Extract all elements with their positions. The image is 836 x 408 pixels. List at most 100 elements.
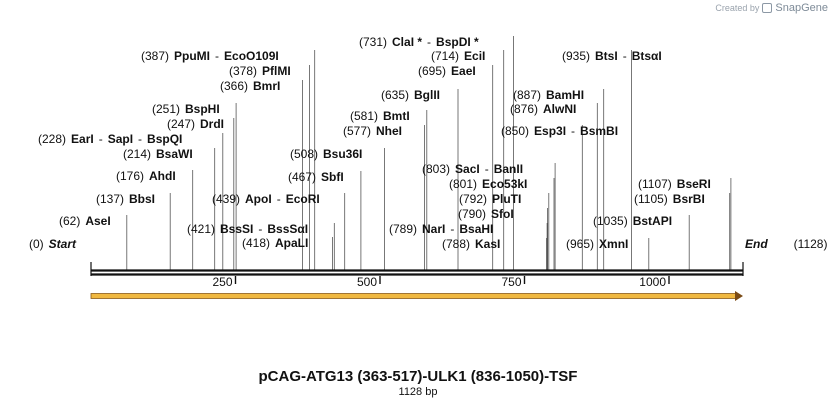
enzyme-name: NarI: [422, 222, 445, 236]
site-label-bmri[interactable]: (366) BmrI: [220, 79, 280, 93]
enzyme-name: BstAPI: [633, 214, 672, 228]
site-position: (577): [343, 124, 371, 138]
site-label-eco53ki[interactable]: (801) Eco53kI: [449, 177, 527, 191]
site-label-bsssi[interactable]: (421) BssSI - BssSαI: [187, 222, 308, 236]
enzyme-name: DrdI: [200, 117, 224, 131]
site-label-eari[interactable]: (228) EarI - SapI - BspQI: [38, 132, 182, 146]
site-label-bsphi[interactable]: (251) BspHI: [152, 102, 220, 116]
site-label-btsi[interactable]: (935) BtsI - BtsαI: [562, 49, 662, 63]
site-label-drdi[interactable]: (247) DrdI: [167, 117, 224, 131]
name-separator: -: [99, 132, 103, 146]
site-position: (176): [116, 169, 144, 183]
enzyme-name: BtsI: [595, 49, 618, 63]
site-label-bsu36i[interactable]: (508) Bsu36I: [290, 147, 362, 161]
site-position: (387): [141, 49, 169, 63]
site-label-bsawi[interactable]: (214) BsaWI: [123, 147, 193, 161]
site-label-bmti[interactable]: (581) BmtI: [350, 109, 410, 123]
site-position: (1105): [634, 192, 668, 206]
site-position: (1107): [638, 177, 672, 191]
enzyme-name: BspHI: [185, 102, 220, 116]
feature-arrow[interactable]: [90, 291, 743, 301]
site-label-bseri[interactable]: (1107) BseRI: [638, 177, 711, 191]
watermark-text: Created by: [715, 3, 760, 13]
site-label-apali[interactable]: (418) ApaLI: [242, 236, 308, 250]
site-label-ecii[interactable]: (714) EciI: [431, 49, 485, 63]
site-position: (62): [59, 214, 80, 228]
site-label-pflmi[interactable]: (378) PflMI: [229, 64, 291, 78]
site-position: (635): [381, 88, 409, 102]
site-label-kasi[interactable]: (788) KasI: [442, 237, 500, 251]
ruler-tick-label: 1000: [639, 275, 666, 289]
site-label-alwni[interactable]: (876) AlwNI: [510, 102, 576, 116]
enzyme-name: SacI: [455, 162, 480, 176]
site-label-sbfi[interactable]: (467) SbfI: [288, 170, 344, 184]
enzyme-name: BanII: [494, 162, 523, 176]
enzyme-name: SapI: [108, 132, 133, 146]
site-position: (801): [449, 177, 477, 191]
name-separator: -: [427, 35, 431, 49]
site-label-start[interactable]: (0) Start: [29, 237, 77, 251]
site-label-asei[interactable]: (62) AseI: [59, 214, 111, 228]
enzyme-name: BbsI: [129, 192, 155, 206]
enzyme-name: EcoO109I: [224, 49, 279, 63]
site-label-apoi[interactable]: (439) ApoI - EcoRI: [212, 192, 320, 206]
site-label-pluti[interactable]: (792) PluTI: [459, 192, 521, 206]
enzyme-name: EcoRI: [286, 192, 320, 206]
site-position: (581): [350, 109, 378, 123]
enzyme-name: BmrI: [253, 79, 280, 93]
site-label-nhei[interactable]: (577) NheI: [343, 124, 402, 138]
site-label-eaei[interactable]: (695) EaeI: [418, 64, 476, 78]
enzyme-name: Esp3I: [534, 124, 566, 138]
site-label-nari[interactable]: (789) NarI - BsaHI: [389, 222, 493, 236]
name-separator: -: [277, 192, 281, 206]
site-position: (137): [96, 192, 124, 206]
site-label-end[interactable]: End (1128): [745, 237, 827, 251]
feature-arrow-head[interactable]: [735, 291, 743, 301]
enzyme-name: BamHI: [546, 88, 584, 102]
site-position: (788): [442, 237, 470, 251]
site-label-clai[interactable]: (731) ClaI * - BspDI *: [359, 35, 479, 49]
feature-arrow-body[interactable]: [90, 293, 737, 299]
site-label-bsrbi[interactable]: (1105) BsrBI: [634, 192, 705, 206]
site-label-sfoi[interactable]: (790) SfoI: [458, 207, 514, 221]
site-position: (467): [288, 170, 316, 184]
enzyme-name: Start: [49, 237, 77, 251]
site-label-bamhi[interactable]: (887) BamHI: [513, 88, 584, 102]
enzyme-name: BsrBI: [673, 192, 705, 206]
site-label-saci[interactable]: (803) SacI - BanII: [422, 162, 523, 176]
enzyme-name: ApoI: [245, 192, 272, 206]
site-position: (366): [220, 79, 248, 93]
name-separator: -: [258, 222, 262, 236]
site-position: (251): [152, 102, 180, 116]
enzyme-name: BglII: [414, 88, 440, 102]
enzyme-name: BssSI: [220, 222, 253, 236]
site-label-bstapi[interactable]: (1035) BstAPI: [593, 214, 672, 228]
enzyme-name: BspDI *: [436, 35, 479, 49]
enzyme-name: BspQI: [147, 132, 182, 146]
site-position: (965): [566, 237, 594, 251]
site-position: (695): [418, 64, 446, 78]
site-label-ahdi[interactable]: (176) AhdI: [116, 169, 176, 183]
site-position: (803): [422, 162, 450, 176]
site-position: (1035): [593, 214, 628, 228]
site-position: (790): [458, 207, 486, 221]
enzyme-name: AseI: [85, 214, 110, 228]
site-position: (0): [29, 237, 44, 251]
site-label-bglii[interactable]: (635) BglII: [381, 88, 440, 102]
site-leader-lines: [126, 36, 732, 270]
map-title: pCAG-ATG13 (363-517)-ULK1 (836-1050)-TSF: [258, 368, 578, 385]
enzyme-name: BtsαI: [632, 49, 662, 63]
site-label-bbsi[interactable]: (137) BbsI: [96, 192, 155, 206]
enzyme-name: BsmBI: [580, 124, 618, 138]
site-position: (214): [123, 147, 151, 161]
site-position: (887): [513, 88, 541, 102]
site-position: (876): [510, 102, 538, 116]
site-position: (850): [501, 124, 529, 138]
site-position: (421): [187, 222, 215, 236]
site-label-ppumi[interactable]: (387) PpuMI - EcoO109I: [141, 49, 279, 63]
site-label-esp3i[interactable]: (850) Esp3I - BsmBI: [501, 124, 618, 138]
enzyme-name: EarI: [71, 132, 94, 146]
enzyme-name: ApaLI: [275, 236, 308, 250]
bp-ruler: 250 500 750 1000: [212, 275, 670, 289]
site-label-xmni[interactable]: (965) XmnI: [566, 237, 628, 251]
